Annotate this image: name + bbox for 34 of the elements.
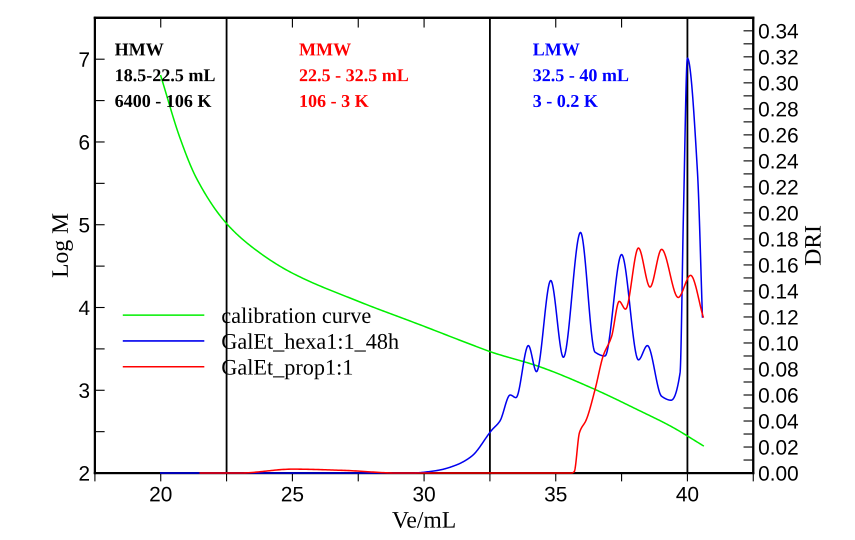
y2-tick-label: 0.28	[758, 102, 798, 117]
y2-tick-label: 0.26	[758, 128, 798, 143]
y2-tick-label: 0.06	[758, 388, 798, 403]
y2-tick-label: 0.16	[758, 258, 798, 273]
y2-tick-label: 0.02	[758, 440, 798, 455]
y2-axis-title: DRI	[805, 226, 821, 266]
x-tick-label: 30	[413, 486, 435, 502]
y2-tick-label: 0.32	[758, 50, 798, 65]
y-tick-label: 2	[80, 466, 89, 481]
x-tick-label: 35	[544, 486, 566, 502]
y2-tick-label: 0.14	[758, 284, 798, 299]
x-axis-title: Ve/mL	[392, 512, 455, 528]
y2-tick-label: 0.10	[758, 336, 798, 351]
x-tick-label: 20	[150, 486, 172, 502]
x-tick-label: 40	[676, 486, 698, 502]
y-tick-label: 5	[79, 218, 90, 232]
y2-tick-label: 0.18	[758, 232, 798, 247]
y2-tick-label: 0.00	[758, 466, 798, 481]
annotation: LMW 32.5 - 40 mL 3 - 0.2 K	[533, 44, 628, 108]
y2-tick-label: 0.30	[758, 76, 798, 91]
y-tick-label: 4	[78, 300, 90, 316]
y2-tick-label: 0.34	[758, 24, 798, 39]
y2-tick-label: 0.08	[758, 362, 798, 377]
x-tick-label: 25	[282, 486, 304, 502]
y2-tick-label: 0.04	[758, 414, 798, 429]
y-tick-label: 3	[79, 383, 90, 398]
y2-tick-label: 0.24	[758, 154, 798, 169]
y-tick-label: 7	[80, 52, 89, 67]
y-axis-title: Log M	[52, 214, 73, 278]
y2-tick-label: 0.12	[758, 310, 798, 325]
annotation: MMW 22.5 - 32.5 mL 106 - 3 K	[299, 44, 408, 108]
y2-tick-label: 0.22	[758, 180, 798, 195]
y2-tick-label: 0.20	[758, 206, 798, 221]
y-tick-label: 6	[80, 134, 90, 150]
